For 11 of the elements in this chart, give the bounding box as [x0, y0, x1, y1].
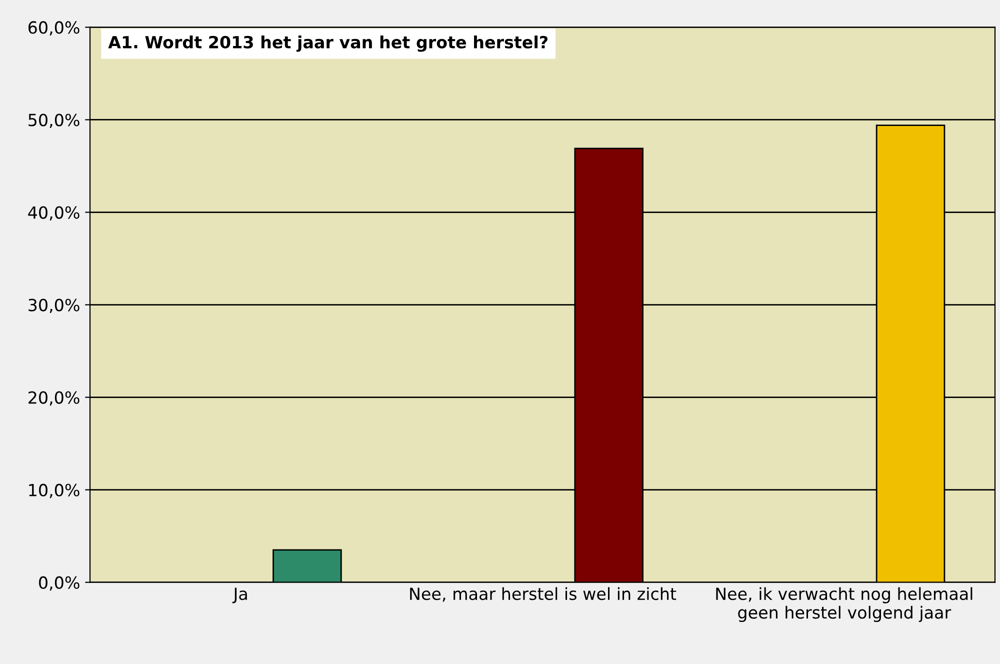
x-tick-label: Nee, ik verwacht nog helemaal geen herstel volgend jaar [716, 587, 972, 622]
chart-title: A1. Wordt 2013 het jaar van het grote herstel? [108, 36, 548, 52]
x-tick-label: Ja [232, 588, 247, 604]
y-tick-label: 50,0% [28, 114, 80, 128]
y-tick-label: 10,0% [29, 484, 80, 498]
y-tick-label: 20,0% [28, 391, 80, 406]
y-tick-label: 60,0% [28, 21, 80, 36]
x-tick-label: Nee, maar herstel is wel in zicht [410, 587, 676, 602]
y-tick-label: 30,0% [28, 298, 80, 314]
y-tick-label: 0,0% [39, 576, 80, 591]
y-tick-label: 40,0% [28, 206, 80, 221]
